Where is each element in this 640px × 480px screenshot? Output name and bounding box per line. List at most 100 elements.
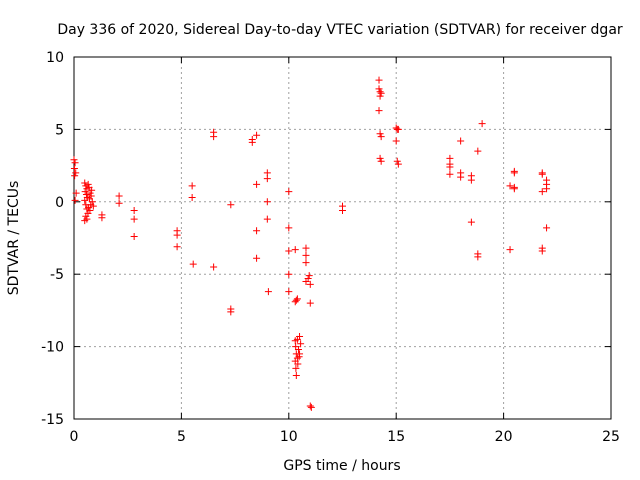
data-point xyxy=(82,191,90,199)
data-point xyxy=(82,212,90,220)
data-point xyxy=(115,199,123,207)
data-point xyxy=(510,185,518,193)
data-point xyxy=(457,173,465,181)
data-point xyxy=(296,332,304,340)
data-point xyxy=(543,185,551,193)
data-point xyxy=(375,85,383,93)
data-point xyxy=(88,198,96,206)
data-point xyxy=(294,345,302,353)
data-point xyxy=(543,224,551,232)
data-point xyxy=(263,198,271,206)
data-point xyxy=(292,372,300,380)
data-point xyxy=(86,206,94,214)
data-points xyxy=(70,76,551,411)
x-tick-labels: 0 5 10 15 20 25 xyxy=(70,429,620,445)
data-point xyxy=(394,125,402,133)
data-point xyxy=(89,202,97,210)
data-point xyxy=(375,107,383,115)
data-point xyxy=(377,133,385,141)
data-point xyxy=(376,92,384,100)
data-point xyxy=(188,182,196,190)
data-point xyxy=(130,215,138,223)
data-point xyxy=(474,147,482,155)
data-point xyxy=(84,180,92,188)
data-point xyxy=(376,130,384,138)
data-point xyxy=(130,206,138,214)
data-point xyxy=(227,201,235,209)
data-point xyxy=(306,402,314,410)
data-point xyxy=(285,224,293,232)
data-point xyxy=(538,188,546,196)
data-point xyxy=(189,260,197,268)
x-tick-label: 15 xyxy=(387,429,405,445)
data-point xyxy=(510,169,518,177)
data-point xyxy=(83,215,91,223)
y-tick-label: 5 xyxy=(55,122,64,138)
data-point xyxy=(98,214,106,222)
chart-title: Day 336 of 2020, Sidereal Day-to-day VTE… xyxy=(57,22,623,38)
data-point xyxy=(285,188,293,196)
data-point xyxy=(302,244,310,252)
data-point xyxy=(306,280,314,288)
y-tick-label: 10 xyxy=(46,50,64,66)
y-tick-label: 0 xyxy=(55,195,64,211)
data-point xyxy=(253,254,261,262)
data-point xyxy=(253,227,261,235)
data-point xyxy=(375,76,383,84)
data-point xyxy=(377,157,385,165)
data-point xyxy=(130,233,138,241)
data-point xyxy=(210,133,218,141)
data-point xyxy=(253,180,261,188)
data-point xyxy=(71,172,79,180)
data-point xyxy=(302,259,310,267)
data-point xyxy=(467,176,475,184)
data-point xyxy=(292,296,300,304)
data-point xyxy=(81,179,89,187)
data-point xyxy=(70,164,78,172)
x-tick-label: 25 xyxy=(602,429,620,445)
data-point xyxy=(294,360,302,368)
y-tick-label: -5 xyxy=(50,267,64,283)
data-point xyxy=(446,170,454,178)
x-tick-label: 10 xyxy=(280,429,298,445)
y-axis-label: SDTVAR / TECUs xyxy=(6,181,22,296)
data-point xyxy=(188,193,196,201)
data-point xyxy=(227,308,235,316)
plot-frame xyxy=(73,56,612,420)
data-point xyxy=(457,137,465,145)
x-axis-label: GPS time / hours xyxy=(283,458,400,474)
data-point xyxy=(339,206,346,214)
data-point xyxy=(264,288,272,296)
data-point xyxy=(173,243,181,251)
data-point xyxy=(467,218,475,226)
x-tick-label: 20 xyxy=(495,429,513,445)
y-tick-label: -10 xyxy=(41,340,64,356)
data-point xyxy=(81,196,89,204)
data-point xyxy=(392,137,400,145)
data-point xyxy=(304,275,312,283)
data-point xyxy=(506,182,514,190)
data-point xyxy=(85,204,93,212)
data-point xyxy=(285,270,293,278)
data-point xyxy=(88,186,96,194)
data-point xyxy=(307,403,315,411)
axis-ticks xyxy=(73,56,612,420)
gridlines xyxy=(74,57,611,419)
data-point xyxy=(72,169,80,177)
data-point xyxy=(377,89,385,97)
data-point xyxy=(538,247,546,255)
y-tick-label: -15 xyxy=(41,412,64,428)
data-point xyxy=(71,159,79,167)
data-point xyxy=(210,263,218,271)
data-point xyxy=(295,353,303,361)
data-point xyxy=(376,154,384,162)
data-point xyxy=(83,205,91,213)
data-point xyxy=(285,288,293,296)
data-point xyxy=(297,340,305,348)
data-point xyxy=(474,253,482,261)
x-tick-label: 0 xyxy=(70,429,79,445)
data-point xyxy=(70,156,78,164)
data-point xyxy=(292,364,300,372)
data-point xyxy=(81,188,89,196)
